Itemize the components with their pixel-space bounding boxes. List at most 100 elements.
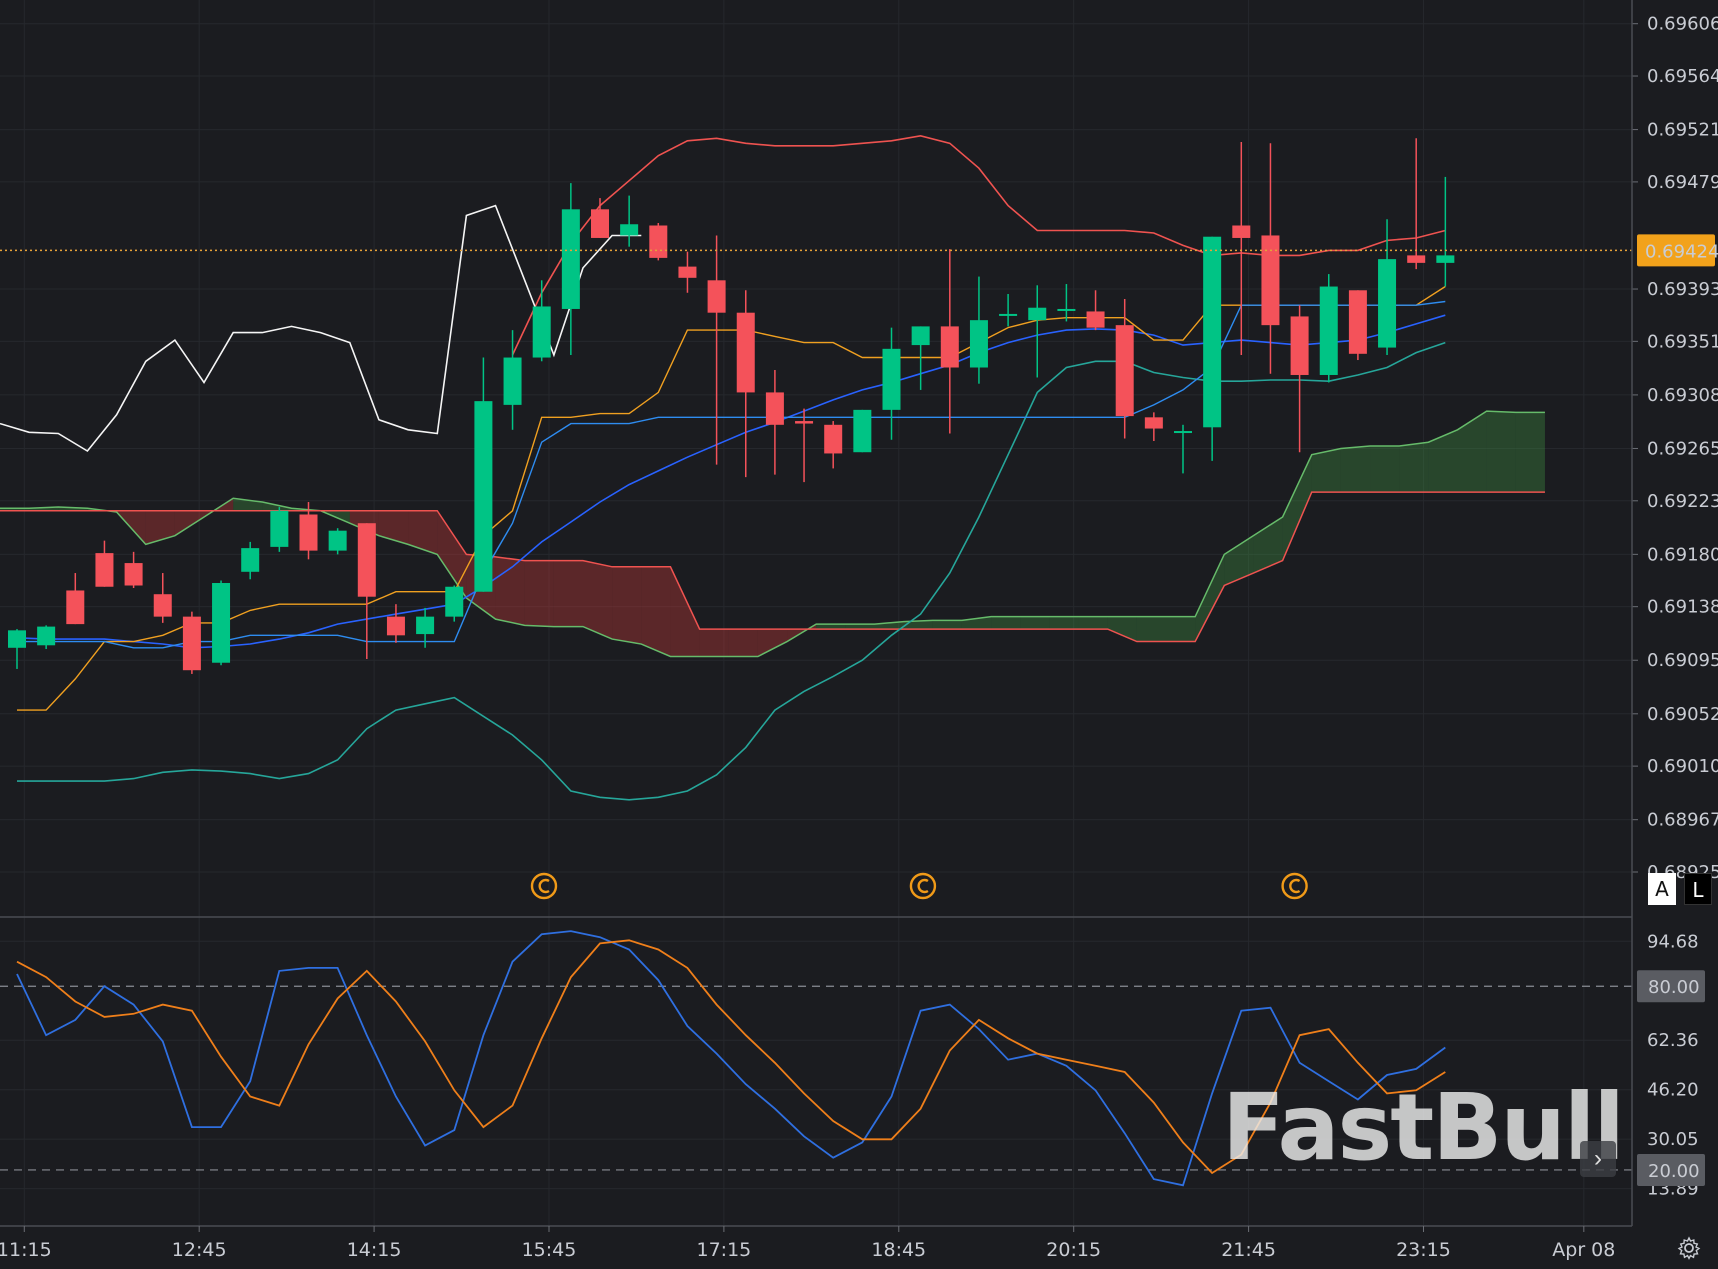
candle-body[interactable] [1028, 307, 1047, 321]
candle-body[interactable] [95, 553, 114, 587]
copyright-icon[interactable] [1281, 872, 1308, 900]
candle-body[interactable] [882, 348, 901, 410]
osc-tick-label: 94.68 [1647, 931, 1699, 952]
copyright-icon[interactable] [530, 872, 558, 900]
candle-body[interactable] [8, 630, 26, 648]
cloud-segment [874, 621, 904, 630]
candle-body[interactable] [182, 616, 201, 671]
candle-body[interactable] [532, 306, 551, 358]
price-tick-label: 0.69052 [1647, 704, 1718, 725]
cloud-segment [641, 566, 671, 657]
copyright-icon[interactable] [909, 872, 937, 900]
candle-body[interactable] [445, 586, 464, 617]
cloud-segment [845, 624, 875, 630]
candle-body[interactable] [1203, 236, 1222, 428]
candle-body[interactable] [824, 424, 843, 454]
cloud-segment [145, 510, 175, 545]
copyright-icon-c [917, 878, 929, 894]
osc-line-pct-k [16, 930, 1446, 1187]
cloud-segment [1078, 616, 1108, 630]
candle-body[interactable] [707, 280, 726, 313]
cloud-segment [1515, 412, 1545, 493]
candle-body[interactable] [940, 326, 959, 368]
candle-body[interactable] [1232, 225, 1251, 238]
cloud-segment [816, 624, 846, 630]
copyright-icon-ring [530, 872, 558, 900]
candle-body[interactable] [153, 594, 172, 617]
candle-body[interactable] [1378, 259, 1397, 348]
candle-body[interactable] [357, 523, 376, 597]
oscillator-lines [16, 930, 1446, 1187]
candles-group [8, 138, 1455, 674]
time-axis[interactable]: 11:15 12:45 14:15 15:45 17:15 18:45 20:15 21:45… [0, 1226, 1615, 1261]
cloud-segment [757, 629, 788, 657]
copyright-icon-c [1289, 878, 1301, 894]
candle-body[interactable] [1115, 325, 1134, 417]
cloud-segment [1166, 616, 1196, 642]
candle-body[interactable] [1348, 290, 1367, 354]
candle-body[interactable] [765, 392, 784, 425]
candle-body[interactable] [911, 326, 930, 346]
candle-body[interactable] [386, 616, 405, 636]
event-markers[interactable] [530, 872, 1308, 900]
candle-body[interactable] [503, 357, 522, 405]
candle-body[interactable] [1319, 286, 1338, 375]
cloud-segment [1399, 442, 1429, 493]
series-line-bollinger-upper [511, 134, 1446, 356]
candle-body[interactable] [795, 421, 814, 424]
candle-body[interactable] [620, 224, 639, 236]
cloud-segment [1282, 454, 1312, 561]
candle-body[interactable] [124, 563, 143, 586]
candle-body[interactable] [1407, 255, 1426, 263]
candle-body[interactable] [1086, 311, 1105, 328]
candle-body[interactable] [474, 401, 493, 592]
osc-level-label: 20.00 [1648, 1161, 1700, 1182]
candle-body[interactable] [1436, 255, 1455, 263]
price-tick-label: 0.69223 [1647, 491, 1718, 512]
price-tick-label: 0.69138 [1647, 597, 1718, 618]
candle-body[interactable] [66, 590, 85, 625]
candle-body[interactable] [678, 266, 697, 278]
candle-body[interactable] [649, 225, 668, 258]
candle-body[interactable] [591, 209, 609, 238]
candle-body[interactable] [1290, 316, 1309, 375]
candle-body[interactable] [241, 548, 260, 572]
candle-body[interactable] [1174, 431, 1192, 434]
ichimoku-cloud [0, 410, 1545, 658]
auto-scale-button[interactable]: A [1648, 873, 1676, 905]
copyright-icon-ring [1281, 872, 1308, 900]
candle-body[interactable] [969, 320, 988, 368]
candle-body[interactable] [1261, 235, 1280, 326]
cloud-segment [670, 566, 700, 657]
cloud-segment [408, 510, 438, 555]
candle-body[interactable] [37, 626, 56, 646]
candle-body[interactable] [853, 409, 872, 453]
price-tick-label: 0.69564 [1647, 66, 1718, 87]
candle-body[interactable] [416, 616, 435, 635]
cloud-segment [612, 566, 642, 645]
osc-tick-label: 62.36 [1647, 1030, 1699, 1051]
time-tick-label: 18:45 [871, 1239, 926, 1261]
osc-level-badge [1637, 1153, 1705, 1186]
candle-body[interactable] [736, 312, 755, 393]
gear-icon[interactable] [1677, 1236, 1701, 1260]
copyright-icon-ring [909, 872, 937, 900]
candle-body[interactable] [270, 510, 289, 547]
time-tick-label: 11:15 [0, 1239, 52, 1261]
scroll-right-button[interactable]: › [1580, 1141, 1616, 1177]
cloud-segment [1049, 616, 1079, 630]
candle-body[interactable] [999, 313, 1018, 316]
price-tick-label: 0.69180 [1647, 544, 1718, 565]
price-tick-label: 0.69393 [1647, 279, 1718, 300]
fastbull-watermark: FastBull [1222, 1074, 1625, 1181]
candle-body[interactable] [299, 514, 318, 551]
log-scale-button[interactable]: L [1684, 873, 1712, 905]
candle-body[interactable] [1057, 308, 1076, 311]
candle-body[interactable] [561, 209, 580, 309]
cloud-segment [699, 629, 729, 657]
candle-body[interactable] [212, 583, 231, 663]
price-axis: 0.69606 0.69564 0.69521 0.69479 0.69393 0.693… [1632, 14, 1718, 883]
candle-body[interactable] [328, 530, 347, 551]
candle-body[interactable] [1144, 417, 1163, 429]
